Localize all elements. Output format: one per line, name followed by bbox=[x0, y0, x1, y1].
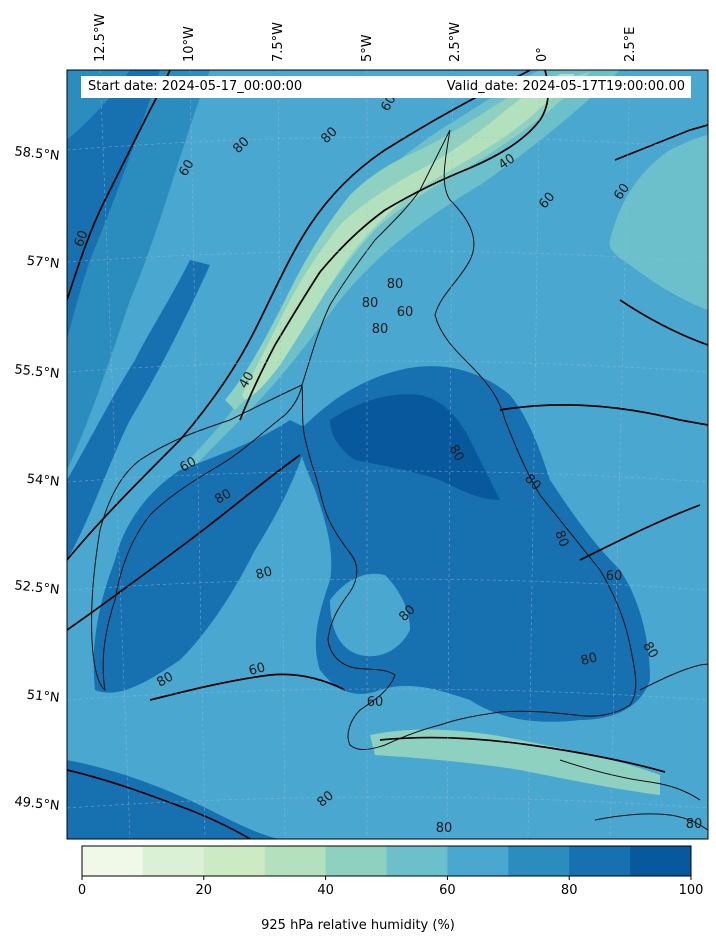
lat-label: 55.5°N bbox=[14, 362, 60, 382]
contour-label: 80 bbox=[639, 639, 660, 661]
contour-label: 60 bbox=[176, 157, 197, 179]
colorbar-tick-label: 0 bbox=[78, 883, 86, 898]
channel-dry-band bbox=[370, 729, 660, 795]
colorbar-frame bbox=[81, 845, 692, 877]
lat-label: 54°N bbox=[26, 472, 60, 490]
colorbar-tick-label: 100 bbox=[679, 883, 704, 898]
land-wales-field bbox=[330, 573, 410, 657]
contour-label: 80 bbox=[372, 322, 389, 337]
lon-label: 2.5°W bbox=[448, 22, 463, 62]
colorbar-segment bbox=[325, 846, 387, 876]
colorbar-label: 925 hPa relative humidity (%) bbox=[261, 918, 455, 933]
colorbar-segment bbox=[508, 846, 570, 876]
lon-label: 10°W bbox=[182, 26, 197, 62]
lat-label: 57°N bbox=[26, 254, 60, 272]
graticule bbox=[67, 70, 708, 839]
contour-label: 80 bbox=[686, 817, 703, 832]
contour-label: 80 bbox=[387, 277, 404, 292]
humidity-band-far-west bbox=[67, 260, 210, 560]
land-gb-high bbox=[330, 394, 500, 500]
humidity-driest-band bbox=[242, 74, 575, 400]
contour-label: 60 bbox=[606, 569, 623, 584]
contour-label: 60 bbox=[177, 454, 199, 475]
colorbar-tick-label: 80 bbox=[561, 883, 578, 898]
colorbar-tick-label: 40 bbox=[317, 883, 334, 898]
latitude-labels: 58.5°N 57°N 55.5°N 54°N 52.5°N 51°N 49.5… bbox=[14, 144, 60, 814]
contour-label: 60 bbox=[397, 305, 414, 320]
start-date: Start date: 2024-05-17_00:00:00 bbox=[88, 79, 303, 94]
contour-label: 80 bbox=[254, 564, 274, 583]
colorbar-segment bbox=[142, 846, 205, 876]
lon-label: 12.5°W bbox=[93, 14, 108, 62]
contour-label: 80 bbox=[212, 486, 234, 507]
north-sea-dry-patch bbox=[609, 135, 708, 310]
colorbar-tick-label: 60 bbox=[439, 883, 456, 898]
contour-label: 80 bbox=[551, 528, 571, 549]
date-header: Start date: 2024-05-17_00:00:00 Valid_da… bbox=[81, 76, 691, 98]
colorbar-segment bbox=[82, 846, 144, 876]
lon-label: 2.5°E bbox=[623, 27, 638, 62]
lon-label: 0° bbox=[535, 47, 550, 62]
lat-label: 49.5°N bbox=[14, 794, 60, 814]
lon-label: 7.5°W bbox=[271, 22, 286, 62]
longitude-labels: 12.5°W 10°W 7.5°W 5°W 2.5°W 0° 2.5°E bbox=[93, 14, 638, 62]
coastlines bbox=[91, 129, 708, 831]
colorbar-segment bbox=[569, 846, 631, 876]
colorbar-segment bbox=[264, 846, 327, 876]
colorbar-tick-label: 20 bbox=[196, 883, 213, 898]
colorbar-segment bbox=[447, 846, 509, 876]
colorbar-segment bbox=[386, 846, 448, 876]
colorbar-segment bbox=[203, 846, 266, 876]
valid-date: Valid_date: 2024-05-17T19:00:00.00 bbox=[446, 79, 685, 94]
lat-label: 52.5°N bbox=[14, 578, 60, 598]
contour-label: 80 bbox=[154, 669, 176, 690]
contour-label: 80 bbox=[445, 442, 466, 464]
lat-label: 58.5°N bbox=[14, 144, 60, 164]
channel-moist-band bbox=[67, 760, 280, 839]
lon-label: 5°W bbox=[360, 34, 375, 62]
contour-label: 60 bbox=[72, 228, 92, 249]
contour-label: 60 bbox=[367, 695, 384, 710]
contour-label: 40 bbox=[236, 369, 257, 391]
map-frame bbox=[66, 69, 709, 840]
contour-label: 80 bbox=[579, 650, 599, 669]
colorbar-segment bbox=[630, 846, 692, 876]
lat-label: 51°N bbox=[26, 688, 60, 706]
contour-label: 60 bbox=[247, 660, 267, 679]
contour-label: 80 bbox=[362, 296, 379, 311]
contour-label: 80 bbox=[436, 821, 453, 836]
colorbar: 0 20 40 60 80 100 bbox=[78, 845, 704, 898]
